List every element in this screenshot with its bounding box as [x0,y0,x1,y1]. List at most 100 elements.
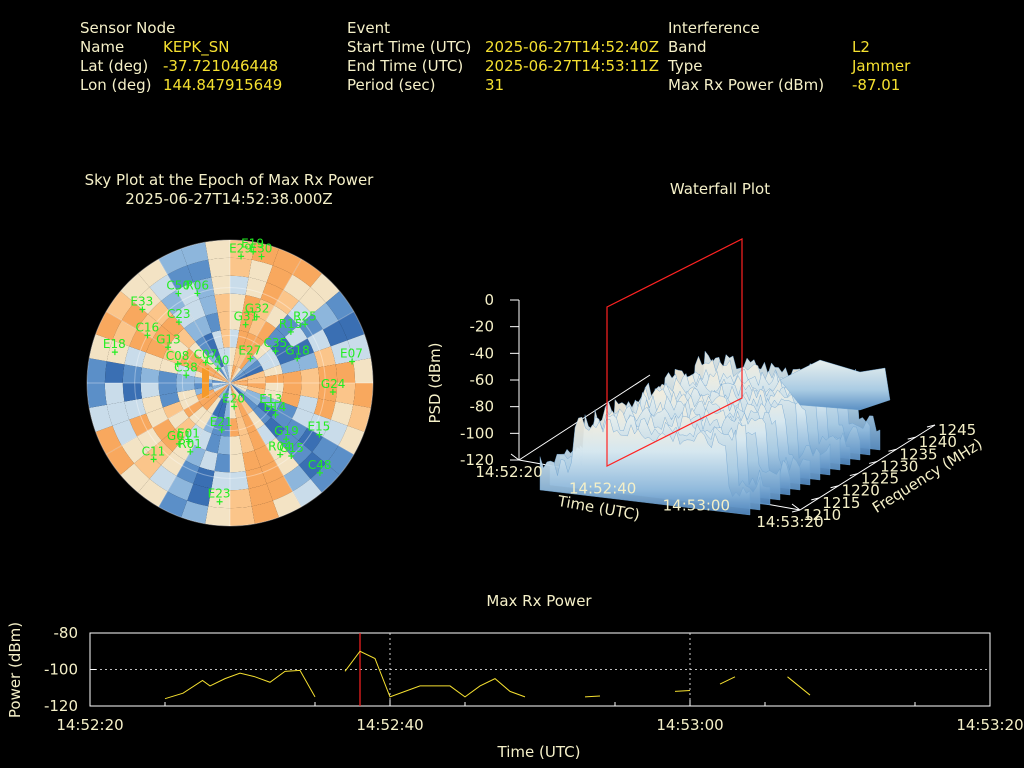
sky-heat-cell [149,465,177,492]
sky-heat-cell [236,416,249,436]
waterfall-freq-label: Frequency (MHz) [869,435,985,517]
satellite-label: C40 [206,353,230,367]
waterfall-z-tick-label: -120 [460,451,494,469]
sky-heat-cell [199,450,218,472]
satellite-label: C07 [194,348,218,362]
sky-heat-cell [106,340,130,365]
waterfall-time-tick [791,503,801,511]
waterfall-z-tick-label: -100 [460,424,494,442]
satellite-label: G01 [167,429,192,443]
sky-heat-cell [297,352,319,371]
sky-heat-cell [141,352,163,371]
waterfall-z-tick-label: -20 [470,318,495,336]
sky-heat-cell [137,427,162,452]
satellite-label: E20 [222,391,245,405]
satellite-label: C08 [166,349,190,363]
sky-heat-cell [291,407,314,428]
sky-heat-cell [158,383,178,396]
satellite-marker [175,290,182,297]
waterfall-time-label: Time (UTC) [555,492,641,524]
waterfall-spectrum-slice [659,355,871,456]
waterfall-time-axis [518,459,801,511]
sky-heat-cell [236,398,248,417]
power-plot-frame [89,632,991,707]
sky-azimuth-spoke [229,311,355,384]
sky-heat-cell [282,383,302,396]
sky-heat-cell [195,410,213,430]
waterfall-freq-tick-label: 1245 [938,421,976,439]
satellite-label: E07 [340,346,363,360]
waterfall-freq-tick-label: 1235 [899,445,937,463]
satellite-label: C16 [135,320,159,334]
sky-heat-cell [179,356,200,371]
sky-azimuth-spoke [158,382,231,508]
waterfall-spectrum-slice [649,368,861,461]
power-x-tick-label: 14:53:00 [656,716,723,734]
satellite-label: E33 [130,294,153,308]
sky-heat-cell [212,383,230,390]
sky-heat-cell [236,330,249,350]
sky-heat-cell [106,401,130,426]
sky-heat-cell [256,321,276,342]
satellite-label: C11 [142,444,166,458]
sky-heat-cell [183,348,203,366]
sky-heat-cell [338,311,365,341]
sky-heat-cell [310,463,340,493]
sky-heat-cell [129,413,153,437]
sky-heat-cell [230,383,248,390]
sky-heat-cell [312,436,339,464]
satellite-label: E18 [103,337,126,351]
sky-heat-cell [322,320,348,347]
sky-heat-cell [260,282,284,306]
sky-heat-cell [218,383,230,399]
satellite-label: G24 [321,377,346,391]
event-end-value: 2025-06-27T14:53:11Z [485,57,659,75]
waterfall-freq-tick [907,436,916,440]
sky-heat-cell [187,259,212,283]
power-x-label: Time (UTC) [497,743,581,761]
sky-heat-cell [152,418,176,441]
sky-heat-cell [167,475,194,501]
waterfall-time-tick-label: 14:52:40 [569,480,636,498]
power-y-tick-label: -80 [54,624,79,642]
sky-heat-cell [243,391,261,406]
sky-heat-cell [335,361,356,383]
satellite-marker [329,389,336,396]
sky-heat-cell [335,383,356,405]
satellite-label: E19 [241,237,264,251]
sky-heat-cell [230,383,234,401]
waterfall-freq-tick [888,448,897,452]
sky-heat-cell [122,383,142,402]
sky-heat-cell [217,399,227,419]
satellite-marker [183,372,190,379]
sky-heat-cell [239,312,255,333]
sky-heat-cell [104,361,125,383]
satellite-marker [316,431,323,438]
waterfall-freq-tick-label: 1230 [880,457,918,475]
sky-heat-cell [89,404,113,432]
satellite-label: C38 [174,360,198,374]
sky-heat-cell [292,478,322,507]
sky-heat-cell [220,329,230,348]
sky-heat-cell [124,346,147,368]
sky-heat-cell [212,398,224,417]
sky-heat-cell [147,440,173,466]
sky-heat-cell [195,336,213,356]
interference-power-label: Max Rx Power (dBm) [668,76,825,94]
sky-heat-cell [223,400,230,419]
sky-elevation-ring [181,334,279,432]
sky-heat-cell [263,389,283,402]
sky-heat-cell [264,328,285,349]
sky-azimuth-spoke [229,382,355,455]
sky-heat-cell [159,358,180,374]
interference-type-label: Type [668,57,703,75]
waterfall-freq-tick [830,485,839,489]
satellite-label: G18 [285,344,310,358]
sky-heat-cell [318,364,338,383]
sky-heat-cell [242,450,261,472]
sky-heat-cell [122,364,142,383]
sky-heat-cell [248,483,273,507]
sky-heat-cell [230,366,239,383]
sky-heat-cell [275,314,299,338]
sky-heat-cell [188,341,208,361]
